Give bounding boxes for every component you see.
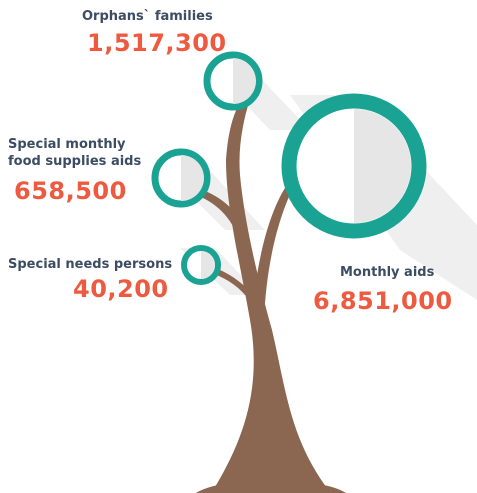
tree-base [196, 480, 346, 493]
value-monthly-aids: 6,851,000 [313, 287, 453, 315]
label-special-needs: Special needs persons [8, 257, 173, 272]
branch-right [252, 178, 297, 322]
label-monthly-aids: Monthly aids [340, 265, 435, 280]
label-food-supplies-line1: Special monthly [8, 137, 126, 152]
value-special-needs: 40,200 [73, 275, 169, 303]
value-food-supplies: 658,500 [14, 177, 127, 205]
label-orphans-families: Orphans` families [82, 9, 213, 24]
branch-food [188, 186, 244, 232]
circle-orphans [203, 51, 263, 111]
circle-special-needs [181, 245, 221, 285]
circle-food [151, 148, 211, 208]
label-food-supplies-line2: food supplies aids [8, 154, 142, 169]
circle-monthly [281, 93, 427, 239]
tree-trunk [212, 96, 330, 492]
value-orphans-families: 1,517,300 [87, 29, 227, 57]
